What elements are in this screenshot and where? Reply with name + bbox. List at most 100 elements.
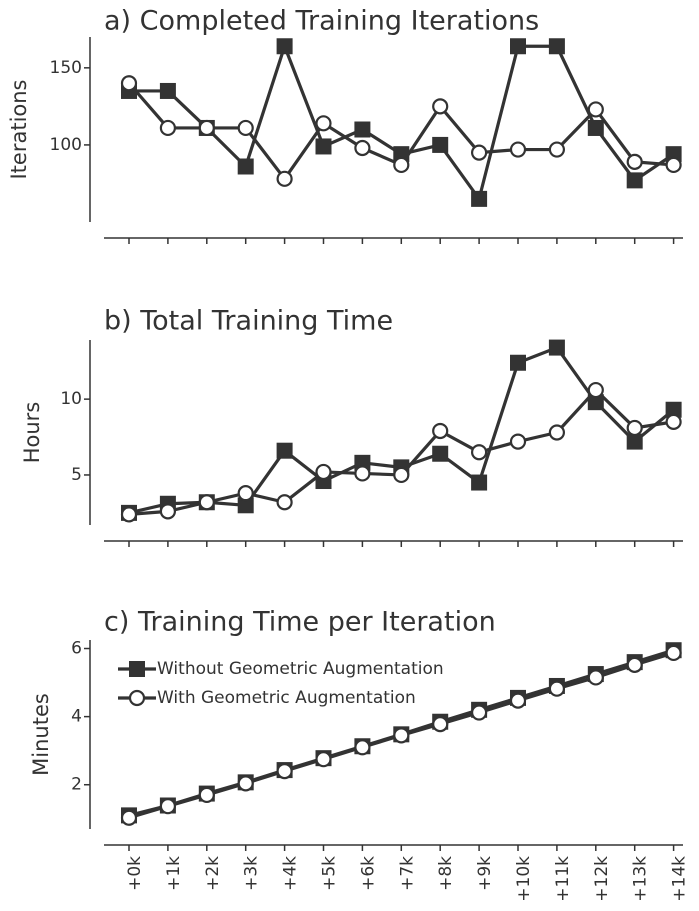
x-tick-label: +14k [670,856,690,902]
panel-a-ylabel: Iterations [7,79,31,179]
panel-b-title: b) Total Training Time [104,306,393,337]
y-tick-label: 6 [71,639,82,659]
legend-label: With Geometric Augmentation [157,688,416,708]
data-point-circle [665,413,682,430]
data-point-square [587,394,604,411]
legend-square-marker [129,661,145,677]
x-tick-label: +0k [125,856,145,891]
data-point-circle [315,115,332,132]
x-tick-label: +2k [203,856,223,891]
data-point-square [432,136,449,153]
data-point-circle [432,422,449,440]
data-point-circle [237,485,254,502]
data-point-circle [198,494,215,511]
data-point-square [471,474,488,491]
data-point-square [471,190,488,207]
data-point-circle [198,119,215,137]
data-point-circle [432,716,449,733]
data-point-circle [159,119,176,137]
panel-c-title: c) Training Time per Iteration [104,607,496,638]
data-point-circle [354,139,371,157]
data-point-circle [120,809,138,826]
y-tick-label: 150 [50,58,82,78]
y-tick-label: 2 [71,775,82,795]
data-point-circle [587,101,604,118]
data-point-circle [548,141,566,158]
x-tick-label: +9k [475,856,495,891]
x-tick-label: +8k [436,856,456,891]
data-point-circle [626,656,643,673]
data-point-circle [315,751,332,768]
x-tick-labels: +0k +1k +2k +3k +4k +5k +6k +7k +8k +9k +10k +11k +1… [125,856,690,902]
panel-c: c) Training Time per Iteration Minutes 2 4 6… [29,607,683,851]
data-point-circle [471,144,488,161]
panel-c-ylabel: Minutes [29,693,53,776]
x-tick-label: +6k [358,856,378,891]
data-point-circle [276,494,293,511]
data-point-circle [432,98,449,115]
data-point-circle [159,798,176,815]
x-tick-label: +5k [320,856,340,891]
x-tick-label: +3k [242,856,262,891]
x-tick-label: +1k [164,856,184,891]
x-tick-label: +7k [397,856,417,891]
data-point-circle [159,503,176,520]
data-point-circle [509,692,527,709]
data-point-circle [626,153,643,170]
panel-a: a) Completed Training Iterations Iteratio… [7,6,683,244]
data-point-circle [354,739,371,756]
x-tick-label: +12k [592,856,612,902]
data-point-circle [393,156,410,174]
panel-b-ylabel: Hours [20,402,44,464]
data-point-circle [276,170,293,187]
data-point-circle [120,75,138,92]
data-point-circle [665,156,682,174]
panel-b: b) Total Training Time Hours 5 10 [20,306,683,547]
legend-entry-with: With Geometric Augmentation [118,688,416,708]
data-point-square [159,82,176,99]
data-point-square [510,354,526,371]
data-point-circle [354,465,371,482]
data-point-square [665,401,682,418]
panel-b-series-without-line [128,345,675,515]
data-point-circle [548,680,566,697]
data-point-circle [120,506,138,523]
data-point-square [432,445,449,462]
data-point-square [548,339,565,356]
x-tick-label: +11k [553,856,573,902]
legend: Without Geometric Augmentation With Geome… [118,659,444,708]
data-point-circle [237,119,254,137]
data-point-circle [237,775,254,792]
data-point-circle [198,786,215,804]
data-point-square [354,121,371,138]
data-point-square [626,172,643,189]
legend-circle-marker [128,689,146,707]
y-tick-label: 100 [50,135,82,155]
y-tick-label: 5 [71,465,82,485]
data-point-square [276,38,293,55]
data-point-circle [471,444,488,461]
data-point-circle [393,466,410,484]
legend-entry-without: Without Geometric Augmentation [118,659,444,679]
y-tick-label: 10 [60,389,82,409]
data-point-circle [471,704,488,721]
data-point-circle [315,463,332,481]
data-point-circle [276,763,293,780]
data-point-square [237,497,254,514]
data-point-circle [587,381,604,399]
x-tick-label: +4k [281,856,301,891]
data-point-square [626,433,643,450]
data-point-square [315,138,332,155]
data-point-square [276,442,293,459]
data-point-square [510,38,526,55]
data-point-circle [509,141,527,158]
data-point-square [237,158,254,175]
data-point-circle [587,669,604,686]
data-point-square [548,38,565,55]
data-point-circle [509,433,527,450]
data-point-circle [665,644,682,662]
y-tick-label: 4 [71,707,82,727]
legend-label: Without Geometric Augmentation [157,659,444,679]
panel-a-title: a) Completed Training Iterations [104,6,539,37]
